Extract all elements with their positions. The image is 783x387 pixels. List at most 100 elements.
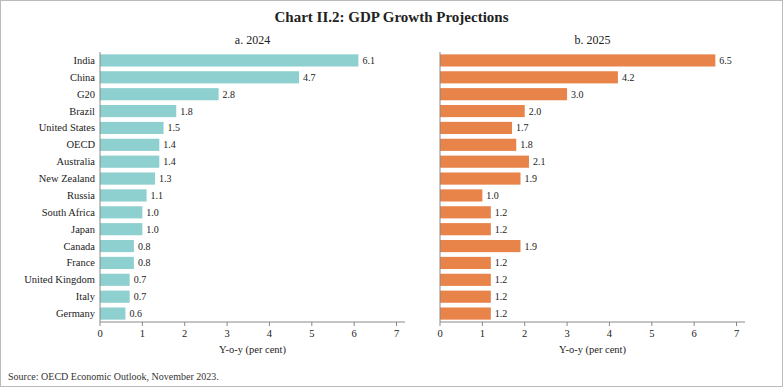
bar <box>440 206 491 218</box>
data-label: 1.3 <box>159 173 172 184</box>
data-label: 1.2 <box>495 308 508 319</box>
data-label: 1.4 <box>163 156 176 167</box>
bar <box>440 307 491 319</box>
bar <box>100 88 219 100</box>
bar <box>100 223 142 235</box>
data-label: 1.2 <box>495 257 508 268</box>
tick-mark <box>311 322 312 326</box>
tick-label: 0 <box>97 328 102 339</box>
category-label: China <box>70 72 95 83</box>
frame <box>1 1 783 387</box>
subtitle: b. 2025 <box>575 33 611 47</box>
bar <box>440 139 516 151</box>
category-label: Russia <box>67 190 95 201</box>
data-label: 4.2 <box>622 72 635 83</box>
axis-label: Y-o-y (per cent) <box>219 344 287 356</box>
bar <box>100 291 130 303</box>
tick-mark <box>100 322 101 326</box>
x-axis <box>100 322 405 323</box>
bar <box>100 257 134 269</box>
panel: a. 20246.14.72.81.81.51.41.41.31.11.01.0… <box>24 33 405 356</box>
tick-mark <box>354 322 355 326</box>
data-label: 1.1 <box>151 190 164 201</box>
bar <box>440 105 525 117</box>
tick-label: 4 <box>607 328 613 339</box>
tick-mark <box>396 322 397 326</box>
bar <box>440 274 491 286</box>
category-label: Japan <box>71 224 96 235</box>
bar <box>440 189 482 201</box>
tick-label: 7 <box>734 328 739 339</box>
chart: Chart II.2: GDP Growth ProjectionsSource… <box>0 0 783 387</box>
data-label: 1.9 <box>524 173 537 184</box>
category-label: France <box>66 257 95 268</box>
category-label: G20 <box>77 89 95 100</box>
category-label: United Kingdom <box>24 274 95 285</box>
data-label: 1.7 <box>516 122 529 133</box>
y-axis <box>100 52 101 322</box>
tick-mark <box>184 322 185 326</box>
bar <box>100 240 134 252</box>
category-label: Canada <box>64 241 96 252</box>
data-label: 1.2 <box>495 207 508 218</box>
bar <box>440 122 512 134</box>
tick-mark <box>651 322 652 326</box>
bar <box>440 88 567 100</box>
source: Source: OECD Economic Outlook, November … <box>8 371 219 382</box>
tick-label: 3 <box>564 328 569 339</box>
data-label: 2.0 <box>529 106 542 117</box>
panel: b. 20256.54.23.02.01.71.82.11.91.01.21.2… <box>437 33 745 356</box>
tick-label: 5 <box>309 328 314 339</box>
data-label: 6.5 <box>719 55 732 66</box>
tick-mark <box>142 322 143 326</box>
category-label: OECD <box>66 139 95 150</box>
tick-mark <box>524 322 525 326</box>
axis-label: Y-o-y (per cent) <box>559 344 627 356</box>
bars <box>440 54 715 319</box>
tick-mark <box>269 322 270 326</box>
bar <box>440 291 491 303</box>
tick-mark <box>482 322 483 326</box>
tick-label: 3 <box>224 328 229 339</box>
bar <box>100 189 147 201</box>
category-label: New Zealand <box>39 173 96 184</box>
category-label: South Africa <box>42 207 96 218</box>
category-label: Brazil <box>69 106 95 117</box>
data-label: 0.8 <box>138 241 151 252</box>
tick-label: 6 <box>352 328 357 339</box>
bar <box>440 172 520 184</box>
category-label: United States <box>39 122 95 133</box>
category-label: India <box>73 55 95 66</box>
bar <box>100 274 130 286</box>
bar <box>100 156 159 168</box>
data-label: 1.2 <box>495 274 508 285</box>
bar <box>440 223 491 235</box>
data-label: 1.2 <box>495 224 508 235</box>
category-label: Australia <box>57 156 96 167</box>
data-label: 2.8 <box>223 89 236 100</box>
data-label: 0.6 <box>129 308 142 319</box>
data-label: 0.8 <box>138 257 151 268</box>
bar <box>440 257 491 269</box>
bar <box>100 54 358 66</box>
tick-label: 0 <box>437 328 442 339</box>
bar <box>440 54 715 66</box>
bar <box>100 105 176 117</box>
tick-mark <box>694 322 695 326</box>
data-label: 1.2 <box>495 291 508 302</box>
y-axis <box>440 52 441 322</box>
x-axis <box>440 322 745 323</box>
bar <box>100 122 164 134</box>
tick-mark <box>440 322 441 326</box>
data-label: 1.0 <box>486 190 499 201</box>
data-label: 1.0 <box>146 224 159 235</box>
tick-mark <box>227 322 228 326</box>
tick-label: 5 <box>649 328 654 339</box>
tick-mark <box>609 322 610 326</box>
data-label: 1.0 <box>146 207 159 218</box>
data-label: 2.1 <box>533 156 546 167</box>
data-label: 1.4 <box>163 139 176 150</box>
data-label: 1.5 <box>168 122 181 133</box>
data-label: 1.8 <box>180 106 193 117</box>
tick-label: 2 <box>182 328 187 339</box>
